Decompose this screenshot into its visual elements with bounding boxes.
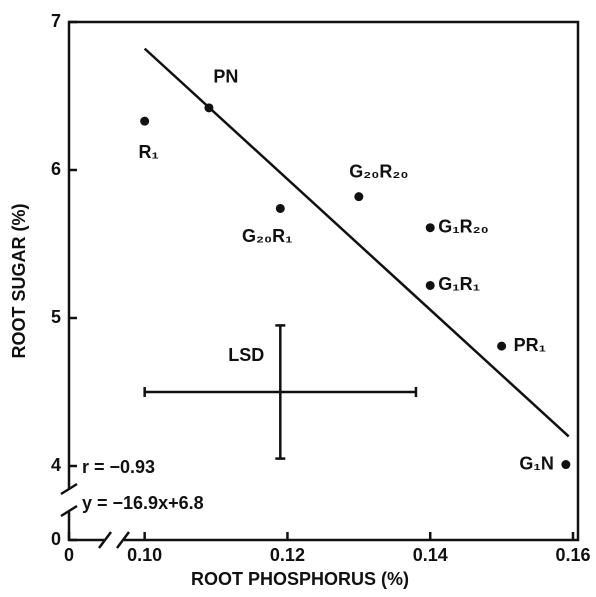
- axis-break: [60, 482, 130, 549]
- point-label: R₁: [138, 142, 158, 162]
- point-label: PR₁: [514, 335, 546, 355]
- point-label: G₂₀R₁: [242, 226, 293, 246]
- point-label: G₁R₂₀: [438, 216, 489, 236]
- y-tick-label: 6: [51, 159, 61, 179]
- point: [497, 341, 507, 351]
- point-label: G₁R₁: [438, 274, 480, 294]
- point: [204, 103, 214, 113]
- point: [140, 116, 150, 126]
- annotation: r = −0.93: [82, 457, 155, 477]
- point: [561, 460, 571, 470]
- point-label: G₂₀R₂₀: [349, 161, 408, 181]
- x-axis-label: ROOT PHOSPHORUS (%): [191, 569, 409, 589]
- point: [354, 192, 364, 202]
- x-tick-label: 0.14: [413, 545, 448, 565]
- point: [275, 203, 285, 213]
- point: [425, 280, 435, 290]
- annotation: y = −16.9x+6.8: [82, 493, 204, 513]
- x-tick-label: 0.10: [127, 545, 162, 565]
- x-tick-label: 0: [64, 545, 74, 565]
- point-label: G₁N: [519, 453, 553, 473]
- y-tick-label: 7: [51, 11, 61, 31]
- point: [425, 223, 435, 233]
- y-tick-label: 0: [51, 529, 61, 549]
- fit-line: [143, 47, 570, 438]
- x-tick-label: 0.16: [555, 545, 590, 565]
- y-axis-label: ROOT SUGAR (%): [9, 203, 29, 358]
- lsd-label: LSD: [228, 345, 264, 365]
- y-tick-label: 5: [51, 307, 61, 327]
- point-label: PN: [213, 67, 238, 87]
- y-tick-label: 4: [51, 455, 61, 475]
- x-tick-label: 0.12: [270, 545, 305, 565]
